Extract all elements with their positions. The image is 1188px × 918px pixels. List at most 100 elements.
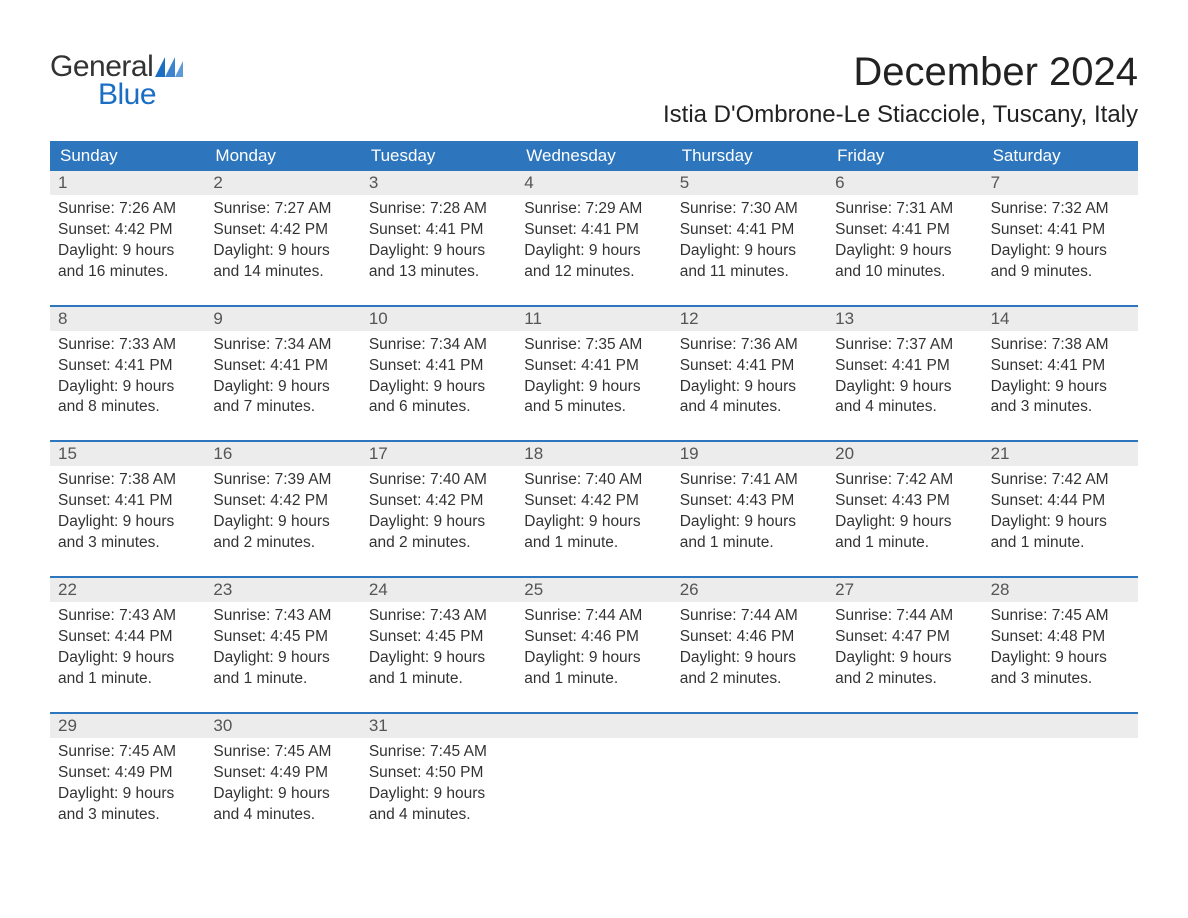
day-line-d1: Daylight: 9 hours — [835, 512, 974, 533]
day-line-sr: Sunrise: 7:26 AM — [58, 199, 197, 220]
day-cell: 16Sunrise: 7:39 AMSunset: 4:42 PMDayligh… — [205, 442, 360, 562]
day-line-d1: Daylight: 9 hours — [369, 648, 508, 669]
day-number: 28 — [983, 578, 1138, 602]
day-cell: 24Sunrise: 7:43 AMSunset: 4:45 PMDayligh… — [361, 578, 516, 698]
day-line-sr: Sunrise: 7:43 AM — [213, 606, 352, 627]
day-line-d2: and 1 minute. — [58, 669, 197, 690]
day-number — [827, 714, 982, 738]
day-line-sr: Sunrise: 7:45 AM — [58, 742, 197, 763]
day-cell: 12Sunrise: 7:36 AMSunset: 4:41 PMDayligh… — [672, 307, 827, 427]
day-line-d1: Daylight: 9 hours — [680, 241, 819, 262]
day-line-ss: Sunset: 4:45 PM — [369, 627, 508, 648]
day-line-d1: Daylight: 9 hours — [58, 241, 197, 262]
day-number: 5 — [672, 171, 827, 195]
day-line-sr: Sunrise: 7:45 AM — [213, 742, 352, 763]
day-cell: 28Sunrise: 7:45 AMSunset: 4:48 PMDayligh… — [983, 578, 1138, 698]
week-row: 8Sunrise: 7:33 AMSunset: 4:41 PMDaylight… — [50, 305, 1138, 427]
day-body: Sunrise: 7:32 AMSunset: 4:41 PMDaylight:… — [983, 195, 1138, 291]
day-line-d2: and 6 minutes. — [369, 397, 508, 418]
day-number — [983, 714, 1138, 738]
day-line-sr: Sunrise: 7:38 AM — [58, 470, 197, 491]
day-body: Sunrise: 7:34 AMSunset: 4:41 PMDaylight:… — [205, 331, 360, 427]
day-number: 31 — [361, 714, 516, 738]
logo-flag-icon — [155, 57, 183, 77]
day-cell — [672, 714, 827, 834]
day-number: 6 — [827, 171, 982, 195]
day-body: Sunrise: 7:27 AMSunset: 4:42 PMDaylight:… — [205, 195, 360, 291]
day-line-sr: Sunrise: 7:40 AM — [524, 470, 663, 491]
day-line-sr: Sunrise: 7:44 AM — [680, 606, 819, 627]
day-line-d2: and 1 minute. — [369, 669, 508, 690]
day-line-d1: Daylight: 9 hours — [991, 648, 1130, 669]
day-body: Sunrise: 7:33 AMSunset: 4:41 PMDaylight:… — [50, 331, 205, 427]
day-line-d2: and 1 minute. — [524, 669, 663, 690]
day-line-d2: and 7 minutes. — [213, 397, 352, 418]
day-line-sr: Sunrise: 7:39 AM — [213, 470, 352, 491]
day-line-sr: Sunrise: 7:38 AM — [991, 335, 1130, 356]
day-line-ss: Sunset: 4:44 PM — [991, 491, 1130, 512]
day-line-d2: and 14 minutes. — [213, 262, 352, 283]
day-line-d2: and 2 minutes. — [213, 533, 352, 554]
day-line-d2: and 3 minutes. — [991, 397, 1130, 418]
month-title: December 2024 — [663, 50, 1138, 95]
day-line-sr: Sunrise: 7:30 AM — [680, 199, 819, 220]
day-line-d2: and 11 minutes. — [680, 262, 819, 283]
day-line-ss: Sunset: 4:49 PM — [58, 763, 197, 784]
day-line-ss: Sunset: 4:41 PM — [524, 220, 663, 241]
day-line-ss: Sunset: 4:42 PM — [213, 220, 352, 241]
day-line-d1: Daylight: 9 hours — [524, 377, 663, 398]
day-number: 4 — [516, 171, 671, 195]
day-line-d2: and 1 minute. — [991, 533, 1130, 554]
day-line-ss: Sunset: 4:42 PM — [524, 491, 663, 512]
day-body: Sunrise: 7:41 AMSunset: 4:43 PMDaylight:… — [672, 466, 827, 562]
day-line-d2: and 2 minutes. — [369, 533, 508, 554]
day-line-ss: Sunset: 4:42 PM — [58, 220, 197, 241]
day-line-ss: Sunset: 4:50 PM — [369, 763, 508, 784]
day-cell: 6Sunrise: 7:31 AMSunset: 4:41 PMDaylight… — [827, 171, 982, 291]
day-body: Sunrise: 7:43 AMSunset: 4:45 PMDaylight:… — [361, 602, 516, 698]
day-header-sat: Saturday — [983, 141, 1138, 171]
day-line-d1: Daylight: 9 hours — [369, 784, 508, 805]
day-cell: 14Sunrise: 7:38 AMSunset: 4:41 PMDayligh… — [983, 307, 1138, 427]
day-number — [516, 714, 671, 738]
day-cell: 4Sunrise: 7:29 AMSunset: 4:41 PMDaylight… — [516, 171, 671, 291]
week-row: 1Sunrise: 7:26 AMSunset: 4:42 PMDaylight… — [50, 171, 1138, 291]
day-cell: 19Sunrise: 7:41 AMSunset: 4:43 PMDayligh… — [672, 442, 827, 562]
day-header-fri: Friday — [827, 141, 982, 171]
day-body: Sunrise: 7:29 AMSunset: 4:41 PMDaylight:… — [516, 195, 671, 291]
day-body: Sunrise: 7:38 AMSunset: 4:41 PMDaylight:… — [50, 466, 205, 562]
day-body: Sunrise: 7:44 AMSunset: 4:47 PMDaylight:… — [827, 602, 982, 698]
day-line-d2: and 4 minutes. — [680, 397, 819, 418]
day-line-sr: Sunrise: 7:41 AM — [680, 470, 819, 491]
day-line-sr: Sunrise: 7:44 AM — [835, 606, 974, 627]
day-cell: 31Sunrise: 7:45 AMSunset: 4:50 PMDayligh… — [361, 714, 516, 834]
day-line-ss: Sunset: 4:41 PM — [991, 356, 1130, 377]
day-line-d1: Daylight: 9 hours — [991, 377, 1130, 398]
day-line-d1: Daylight: 9 hours — [369, 241, 508, 262]
day-number: 17 — [361, 442, 516, 466]
day-line-d1: Daylight: 9 hours — [213, 241, 352, 262]
day-body: Sunrise: 7:45 AMSunset: 4:48 PMDaylight:… — [983, 602, 1138, 698]
day-number: 1 — [50, 171, 205, 195]
day-number — [672, 714, 827, 738]
day-line-d1: Daylight: 9 hours — [991, 512, 1130, 533]
day-number: 13 — [827, 307, 982, 331]
day-cell: 26Sunrise: 7:44 AMSunset: 4:46 PMDayligh… — [672, 578, 827, 698]
day-number: 29 — [50, 714, 205, 738]
logo-text-blue: Blue — [98, 78, 156, 112]
day-body: Sunrise: 7:26 AMSunset: 4:42 PMDaylight:… — [50, 195, 205, 291]
day-line-d2: and 4 minutes. — [835, 397, 974, 418]
day-number: 3 — [361, 171, 516, 195]
day-line-ss: Sunset: 4:41 PM — [680, 356, 819, 377]
day-cell: 22Sunrise: 7:43 AMSunset: 4:44 PMDayligh… — [50, 578, 205, 698]
day-line-sr: Sunrise: 7:35 AM — [524, 335, 663, 356]
day-line-ss: Sunset: 4:49 PM — [213, 763, 352, 784]
day-number: 16 — [205, 442, 360, 466]
day-line-sr: Sunrise: 7:29 AM — [524, 199, 663, 220]
week-row: 15Sunrise: 7:38 AMSunset: 4:41 PMDayligh… — [50, 440, 1138, 562]
day-line-ss: Sunset: 4:42 PM — [213, 491, 352, 512]
day-body: Sunrise: 7:28 AMSunset: 4:41 PMDaylight:… — [361, 195, 516, 291]
day-body: Sunrise: 7:40 AMSunset: 4:42 PMDaylight:… — [361, 466, 516, 562]
day-line-d1: Daylight: 9 hours — [524, 648, 663, 669]
day-line-sr: Sunrise: 7:45 AM — [991, 606, 1130, 627]
